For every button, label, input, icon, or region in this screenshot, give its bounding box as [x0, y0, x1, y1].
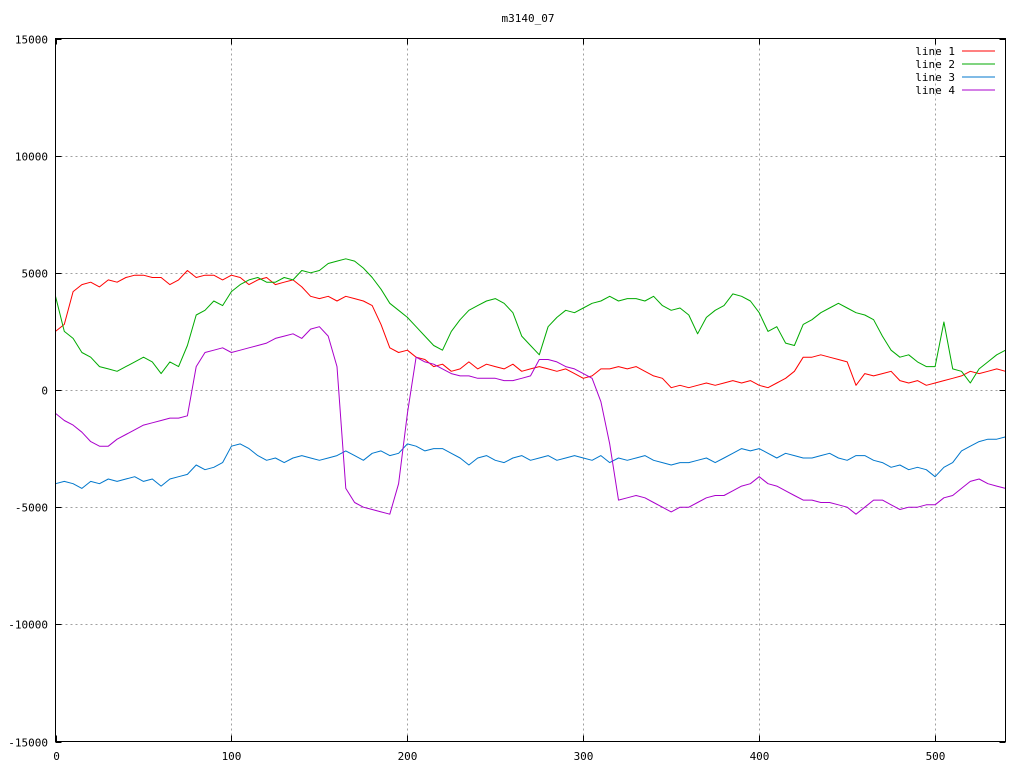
x-tick-label: 100	[222, 750, 242, 763]
series-line-3	[55, 436, 1006, 489]
grid-lines	[55, 38, 1006, 742]
x-tick-label: 500	[926, 750, 946, 763]
y-tick-label: 10000	[15, 151, 48, 164]
y-tick-label: -15000	[8, 737, 48, 750]
legend-label-3: line 3	[915, 71, 955, 84]
y-tick-label: -5000	[15, 502, 48, 515]
series-line-1	[55, 270, 1006, 389]
axis-ticks: -15000 -10000 -5000 0 5000 10000 15000 0 100 200 3…	[8, 34, 1006, 763]
series-line-2	[55, 258, 1006, 384]
legend-label-2: line 2	[915, 58, 955, 71]
legend-label-1: line 1	[915, 45, 955, 58]
chart-title: m3140_07	[502, 12, 555, 25]
y-tick-label: -10000	[8, 619, 48, 632]
series-line-4	[55, 326, 1006, 515]
y-tick-label: 0	[41, 385, 48, 398]
x-tick-label: 400	[750, 750, 770, 763]
y-tick-label: 5000	[22, 268, 49, 281]
y-tick-label: 15000	[15, 34, 48, 47]
series-lines	[55, 258, 1006, 515]
x-tick-label: 0	[53, 750, 60, 763]
legend-label-4: line 4	[915, 84, 955, 97]
x-tick-label: 300	[574, 750, 594, 763]
x-tick-label: 200	[398, 750, 418, 763]
